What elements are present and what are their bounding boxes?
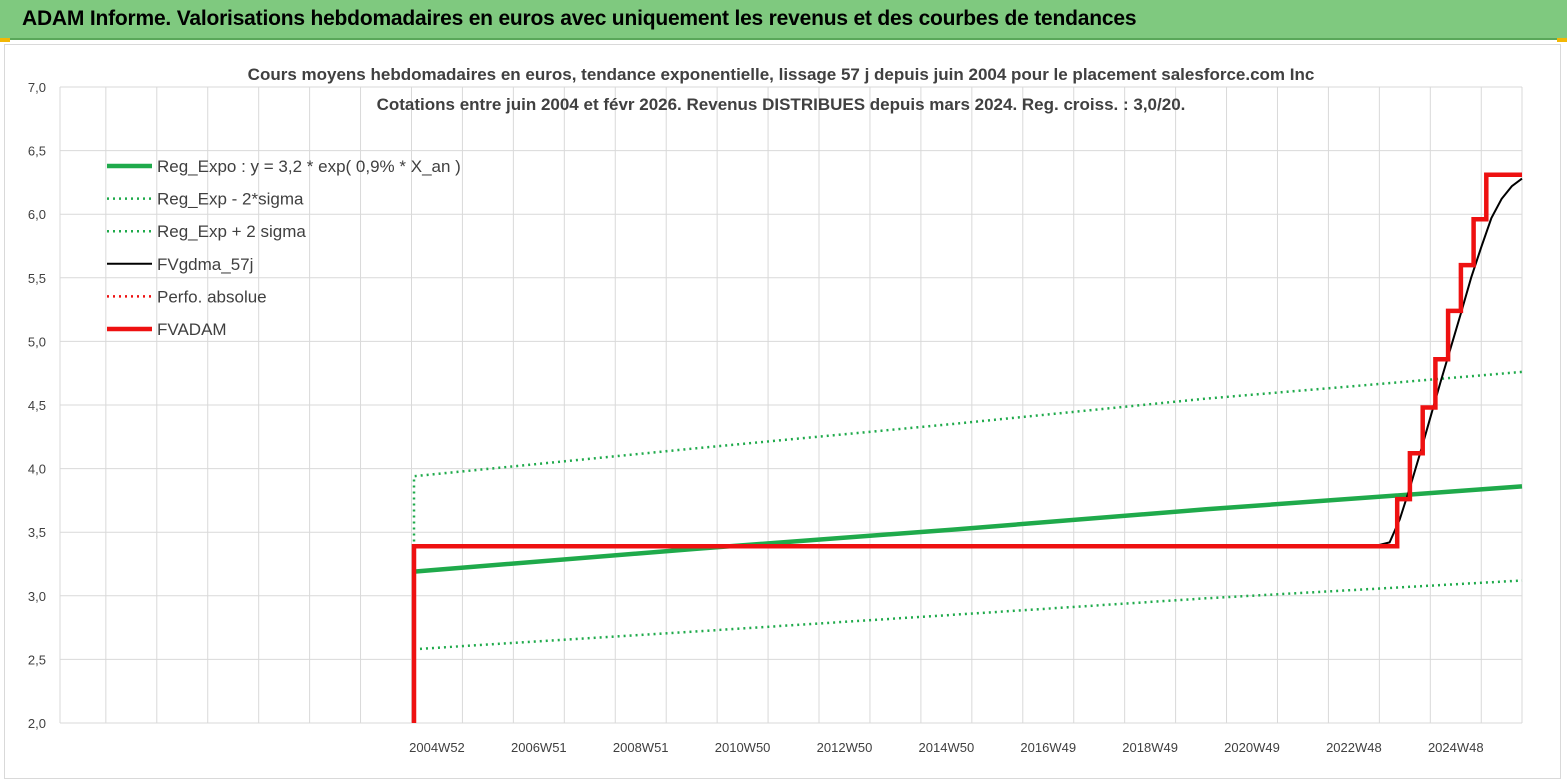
y-tick-label: 2,5 <box>28 652 46 667</box>
legend-label: Reg_Expo : y = 3,2 * exp( 0,9% * X_an ) <box>157 157 461 176</box>
y-tick-label: 6,0 <box>28 207 46 222</box>
y-tick-label: 3,5 <box>28 525 46 540</box>
series-layer <box>411 172 1523 723</box>
y-tick-label: 5,0 <box>28 334 46 349</box>
x-tick-label: 2018W49 <box>1122 740 1178 755</box>
series-line-3 <box>412 370 1523 548</box>
series-line-2 <box>413 579 1523 651</box>
chart-title: Cours moyens hebdomadaires en euros, ten… <box>248 65 1315 84</box>
x-tick-label: 2010W50 <box>715 740 771 755</box>
chart-frame <box>4 44 1561 779</box>
y-tick-label: 7,0 <box>28 80 46 95</box>
header-banner: ADAM Informe. Valorisations hebdomadaire… <box>0 0 1567 40</box>
legend-label: Perfo. absolue <box>157 287 267 306</box>
y-axis: 2,0 2,5 3,0 3,5 4,0 4,5 5,0 5,5 6,0 6,5 7,0 <box>28 80 46 731</box>
y-tick-label: 3,0 <box>28 589 46 604</box>
series-line-6 <box>411 172 1522 723</box>
x-tick-label: 2006W51 <box>511 740 567 755</box>
y-tick-label: 2,0 <box>28 716 46 731</box>
series-line-1 <box>413 484 1523 574</box>
legend-label: Reg_Exp - 2*sigma <box>157 190 304 209</box>
chart-subtitle: Cotations entre juin 2004 et févr 2026. … <box>377 95 1186 114</box>
y-tick-label: 4,0 <box>28 462 46 477</box>
x-axis: 2004W52 2006W51 2008W51 2010W50 2012W50 2014W… <box>409 740 1483 755</box>
y-tick-label: 6,5 <box>28 144 46 159</box>
corner-mark-top-left <box>0 38 10 42</box>
grid <box>59 86 1523 724</box>
series-line-4 <box>414 177 1523 548</box>
x-tick-label: 2014W50 <box>919 740 975 755</box>
legend-label: FVgdma_57j <box>157 255 253 274</box>
x-tick-label: 2008W51 <box>613 740 669 755</box>
legend-label: FVADAM <box>157 320 227 339</box>
corner-mark-top-right <box>1557 38 1567 42</box>
y-tick-label: 5,5 <box>28 271 46 286</box>
x-tick-label: 2012W50 <box>817 740 873 755</box>
legend: Reg_Expo : y = 3,2 * exp( 0,9% * X_an ) R… <box>107 157 461 339</box>
legend-label: Reg_Exp + 2 sigma <box>157 222 306 241</box>
x-tick-label: 2024W48 <box>1428 740 1484 755</box>
x-tick-label: 2022W48 <box>1326 740 1382 755</box>
page-title: ADAM Informe. Valorisations hebdomadaire… <box>22 7 1137 30</box>
x-tick-label: 2016W49 <box>1020 740 1076 755</box>
y-tick-label: 4,5 <box>28 398 46 413</box>
x-tick-label: 2004W52 <box>409 740 465 755</box>
x-tick-label: 2020W49 <box>1224 740 1280 755</box>
